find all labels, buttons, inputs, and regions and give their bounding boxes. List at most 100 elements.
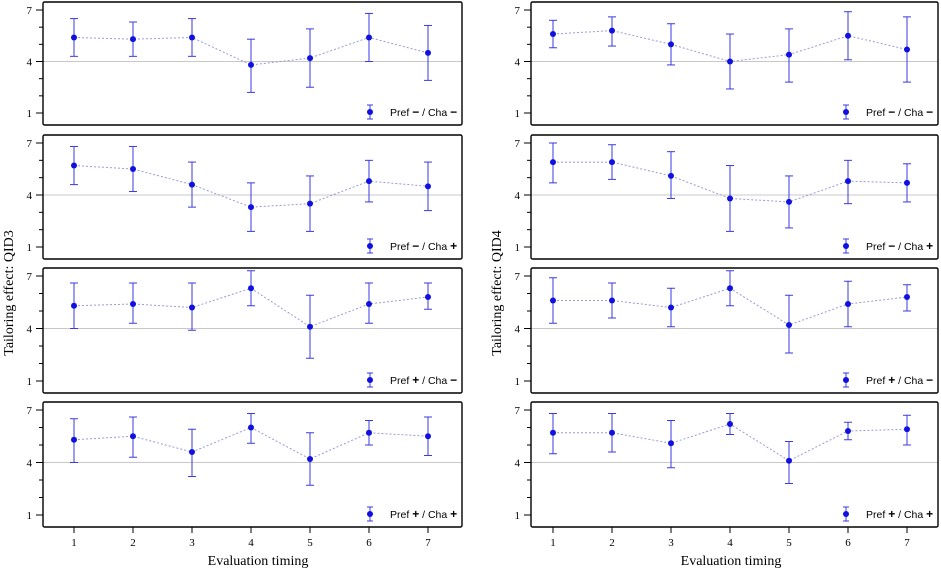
qid3-panel-4-ytick-label-1: 1 [27, 510, 33, 522]
qid3-panel-1-point-2 [130, 36, 136, 43]
qid3-panel-2-point-6 [366, 178, 372, 185]
qid3-panel-2-point-4 [248, 204, 254, 211]
qid4-panel-1-frame [530, 1, 939, 126]
qid4-panel-3-legend-pref: Pref [866, 375, 888, 387]
qid4-panel-3-point-1 [550, 297, 556, 304]
qid4-panel-2-legend: Pref − / Cha + [843, 238, 933, 254]
qid3-panel-2-legend-sep: / Cha [419, 241, 450, 253]
qid3-panel-4-xtick-label-4: 4 [248, 537, 254, 549]
qid4-panel-1-legend: Pref − / Cha − [843, 104, 933, 120]
qid4-panel-4-legend-label: Pref + / Cha + [866, 507, 933, 521]
qid4-panel-1-point-6 [845, 32, 851, 39]
right-ylabel: Tailoring effect: QID4 [490, 230, 505, 356]
qid3-panel-3: 1 4 7 Pref + / Cha − [27, 267, 463, 394]
qid4-panel-2-ytick-label-7: 7 [515, 138, 521, 150]
qid3-panel-1-legend-sep: / Cha [419, 107, 450, 119]
qid4-panel-3-legend-pref-sign: + [888, 373, 895, 387]
qid3-panel-1-legend-point [367, 109, 373, 115]
qid4-panel-1-point-4 [727, 58, 733, 65]
qid3-panel-1-point-1 [71, 34, 77, 41]
qid4-panel-2-point-4 [727, 195, 733, 202]
qid3-panel-3-legend-sep: / Cha [419, 375, 450, 387]
qid4-panel-4-legend-point [843, 511, 849, 517]
qid4-panel-3-legend-cha-sign: − [926, 373, 933, 387]
qid3-panel-4-point-6 [366, 429, 372, 436]
qid4-panel-2-point-6 [845, 178, 851, 185]
qid4-panel-3-ytick-label-7: 7 [515, 271, 521, 283]
qid4-panel-4-xtick-label-6: 6 [845, 537, 851, 549]
qid3-panel-4-legend-sep: / Cha [419, 509, 450, 521]
qid4-panel-1-legend-pref: Pref [866, 107, 888, 119]
qid4-panel-4-point-4 [727, 421, 733, 427]
qid4-panel-2-point-2 [609, 159, 615, 166]
qid4-panel-3-point-5 [786, 322, 792, 328]
qid4-panel-3-point-4 [727, 285, 733, 292]
qid3-panel-3-legend-label: Pref + / Cha − [390, 373, 457, 387]
qid4-panel-2-point-5 [786, 198, 792, 205]
qid3-panel-3-point-5 [307, 323, 313, 330]
qid4-panel-2-legend-point [843, 243, 849, 249]
qid4-panel-4-legend-pref: Pref [866, 509, 888, 521]
qid4-panel-2-point-3 [668, 172, 674, 179]
qid3-panel-1-point-5 [307, 55, 313, 62]
qid3-panel-1-legend-pref: Pref [390, 107, 412, 119]
qid4-panel-1-point-5 [786, 51, 792, 58]
qid4-panel-3-ytick-label-4: 4 [515, 324, 521, 336]
qid3-panel-3-point-2 [130, 301, 136, 307]
qid3-panel-4-xtick-label-2: 2 [130, 537, 136, 549]
qid4-panel-2-legend-pref-sign: − [888, 239, 895, 253]
qid3-panel-3-point-1 [71, 302, 77, 309]
qid4-panel-3-point-7 [904, 294, 910, 300]
qid4-panel-3-point-3 [668, 304, 674, 311]
qid3-panel-4-point-3 [189, 449, 195, 455]
qid3-panel-3-point-4 [248, 285, 254, 292]
qid4-panel-4-point-7 [904, 426, 910, 433]
qid3-panel-2-legend-pref: Pref [390, 241, 412, 253]
qid4-panel-4-legend-pref-sign: + [888, 507, 895, 521]
qid4-panel-4-legend-cha-sign: + [926, 507, 933, 521]
qid4-panel-1-point-1 [550, 31, 556, 38]
qid3-panel-1: 1 4 7 Pref − / Cha − [27, 1, 463, 126]
qid4-panel-2-legend-label: Pref − / Cha + [866, 239, 933, 253]
qid3-panel-4-point-7 [425, 433, 431, 440]
qid4-panel-2: 1 4 7 Pref − / Cha + [515, 134, 939, 260]
qid4-panel-3: 1 4 7 Pref + / Cha − [515, 267, 939, 394]
qid4-panel-4-xtick-label-4: 4 [727, 537, 733, 549]
qid4-panel-3-legend-point [843, 377, 849, 383]
qid4-panel-1-ytick-label-7: 7 [515, 5, 521, 17]
qid3-panel-4-legend-cha-sign: + [450, 507, 457, 521]
qid3-panel-2-ytick-label-4: 4 [27, 190, 33, 202]
qid3-panel-3-legend-pref: Pref [390, 375, 412, 387]
qid3-panel-1-point-4 [248, 61, 254, 68]
qid3-panel-3-ytick-label-1: 1 [27, 376, 33, 388]
qid3-panel-2-legend-point [367, 243, 373, 249]
qid3-panel-4-xtick-label-6: 6 [366, 537, 372, 549]
qid3-panel-1-ytick-label-4: 4 [27, 57, 33, 69]
qid4-panel-2-frame [530, 134, 939, 260]
qid4-panel-1-point-2 [609, 27, 615, 34]
qid4-panel-3-point-2 [609, 297, 615, 304]
qid3-panel-2-legend: Pref − / Cha + [367, 238, 457, 254]
qid3-panel-1-ytick-label-7: 7 [27, 5, 33, 17]
qid3-panel-1-point-7 [425, 49, 431, 56]
qid3-panel-1-legend-label: Pref − / Cha − [390, 105, 457, 119]
qid3-panel-4-legend-pref-sign: + [412, 507, 419, 521]
qid3-panel-4-legend-point [367, 511, 373, 517]
qid3-panel-2-legend-pref-sign: − [412, 239, 419, 253]
qid3-panel-2-point-3 [189, 181, 195, 188]
qid3-panel-1-point-6 [366, 34, 372, 41]
qid4-panel-3-point-6 [845, 301, 851, 307]
qid4-panel-4-xtick-label-7: 7 [904, 537, 910, 549]
qid3-panel-3-legend-point [367, 377, 373, 383]
qid3-panel-4-ytick-label-4: 4 [27, 458, 33, 470]
qid4-panel-4-point-2 [609, 429, 615, 436]
qid4-panel-4: 1 4 7 1 2 3 4 5 6 7 Pref + / Cha + [515, 401, 939, 549]
qid3-panel-3-frame [42, 267, 463, 394]
qid3-panel-4: 1 4 7 1 2 3 4 5 6 7 Pref + / Cha + [27, 401, 463, 549]
qid3-panel-4-legend: Pref + / Cha + [367, 506, 457, 522]
qid4-panel-4-ytick-label-1: 1 [515, 510, 521, 522]
qid3-panel-2-legend-label: Pref − / Cha + [390, 239, 457, 253]
qid3-panel-4-frame [42, 401, 463, 528]
qid4-panel-1: 1 4 7 Pref − / Cha − [515, 1, 939, 126]
qid4-panel-1-ytick-label-1: 1 [515, 108, 521, 120]
